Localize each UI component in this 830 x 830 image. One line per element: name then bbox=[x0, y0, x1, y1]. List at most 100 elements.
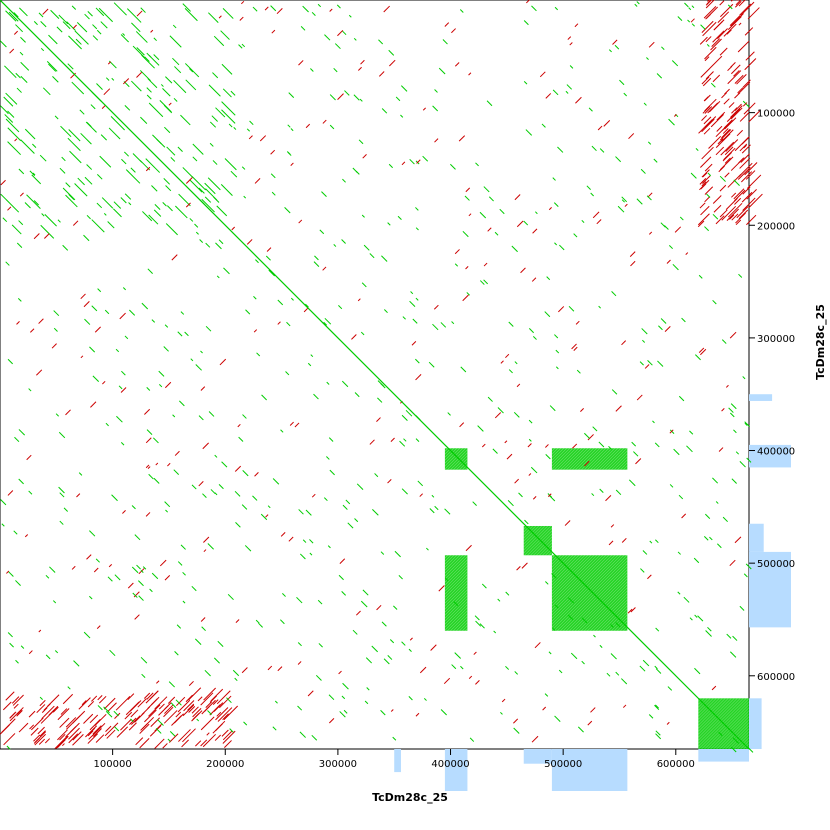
match-dot bbox=[97, 174, 103, 180]
match-segment bbox=[5, 92, 18, 105]
match-dot bbox=[568, 305, 575, 312]
match-dot bbox=[635, 458, 642, 465]
match-dot bbox=[688, 7, 692, 11]
block-hatch bbox=[593, 596, 628, 631]
match-segment bbox=[71, 81, 85, 95]
match-dot bbox=[640, 568, 645, 573]
block-hatch bbox=[587, 448, 610, 470]
match-segment bbox=[716, 125, 723, 132]
match-dot bbox=[746, 457, 752, 463]
match-segment bbox=[2, 701, 12, 711]
block-hatch bbox=[551, 555, 616, 619]
match-dot bbox=[118, 385, 123, 390]
diagonal-line bbox=[0, 0, 750, 750]
match-dot bbox=[575, 96, 582, 104]
match-dot bbox=[122, 33, 126, 36]
match-segment bbox=[218, 695, 232, 709]
match-dot bbox=[678, 395, 685, 402]
block-hatch bbox=[453, 616, 468, 631]
match-segment bbox=[131, 22, 141, 33]
match-dot bbox=[611, 291, 617, 297]
match-segment bbox=[204, 182, 216, 195]
match-dot bbox=[311, 11, 316, 16]
match-segment bbox=[50, 9, 60, 19]
block-hatch bbox=[523, 525, 545, 548]
match-segment bbox=[139, 723, 150, 734]
match-dot bbox=[378, 39, 384, 45]
match-dot bbox=[155, 728, 162, 734]
match-dot bbox=[655, 730, 661, 736]
match-segment bbox=[748, 193, 763, 209]
match-dot bbox=[409, 300, 416, 307]
match-segment bbox=[730, 0, 734, 2]
match-dot bbox=[444, 577, 449, 582]
match-dot bbox=[483, 262, 488, 267]
match-segment bbox=[738, 0, 746, 7]
match-segment bbox=[127, 693, 135, 701]
match-dot bbox=[310, 354, 314, 358]
match-dot bbox=[18, 478, 24, 485]
match-dot bbox=[505, 665, 510, 670]
match-segment bbox=[173, 79, 187, 94]
block-hatch bbox=[581, 584, 628, 631]
match-dot bbox=[270, 173, 276, 179]
match-dot bbox=[299, 553, 306, 560]
block-hatch bbox=[450, 452, 468, 470]
match-dot bbox=[160, 84, 164, 87]
match-segment bbox=[728, 102, 735, 108]
match-dot bbox=[142, 566, 147, 570]
match-segment bbox=[57, 729, 68, 741]
match-dot bbox=[182, 571, 186, 576]
match-segment bbox=[130, 715, 141, 725]
density-bar-x-0 bbox=[394, 749, 401, 773]
match-dot bbox=[581, 219, 585, 223]
match-dot bbox=[554, 334, 559, 339]
match-dot bbox=[403, 438, 407, 442]
block-hatch bbox=[560, 563, 628, 631]
y-tick-label: 600000 bbox=[757, 672, 795, 683]
match-dot bbox=[272, 478, 280, 485]
match-dot bbox=[24, 534, 29, 538]
match-segment bbox=[33, 734, 41, 742]
match-segment bbox=[130, 709, 139, 718]
match-dot bbox=[621, 199, 625, 203]
density-bar-x-3 bbox=[551, 749, 628, 791]
match-dot bbox=[483, 279, 489, 285]
match-dot bbox=[15, 580, 21, 586]
match-dot bbox=[617, 205, 625, 213]
match-segment bbox=[44, 738, 51, 744]
match-dot bbox=[28, 650, 33, 655]
match-segment bbox=[700, 205, 710, 216]
match-segment bbox=[178, 729, 191, 742]
match-dot bbox=[244, 545, 252, 552]
match-dot bbox=[162, 202, 167, 207]
match-segment bbox=[699, 179, 710, 191]
match-segment bbox=[66, 21, 76, 31]
match-segment bbox=[184, 8, 198, 22]
match-dot bbox=[667, 686, 673, 691]
match-dot bbox=[573, 233, 578, 238]
block-hatch bbox=[444, 598, 468, 622]
match-dot bbox=[590, 707, 596, 713]
match-dot bbox=[397, 215, 402, 220]
block-hatch bbox=[444, 555, 467, 577]
match-dot bbox=[338, 305, 343, 310]
block-hatch bbox=[551, 555, 565, 568]
match-dot bbox=[742, 376, 746, 380]
match-segment bbox=[167, 696, 176, 704]
match-segment bbox=[189, 179, 203, 193]
match-segment bbox=[92, 725, 102, 735]
match-segment bbox=[221, 101, 236, 116]
match-segment bbox=[740, 1, 755, 16]
match-dot bbox=[532, 336, 537, 340]
match-segment bbox=[5, 10, 17, 22]
match-dot bbox=[409, 637, 413, 641]
match-dot bbox=[105, 77, 110, 81]
match-dot bbox=[729, 651, 737, 658]
match-dot bbox=[0, 499, 7, 506]
match-dot bbox=[532, 228, 538, 234]
match-dot bbox=[333, 244, 337, 247]
match-dot bbox=[642, 339, 646, 343]
match-segment bbox=[34, 733, 46, 746]
match-segment bbox=[68, 129, 81, 142]
